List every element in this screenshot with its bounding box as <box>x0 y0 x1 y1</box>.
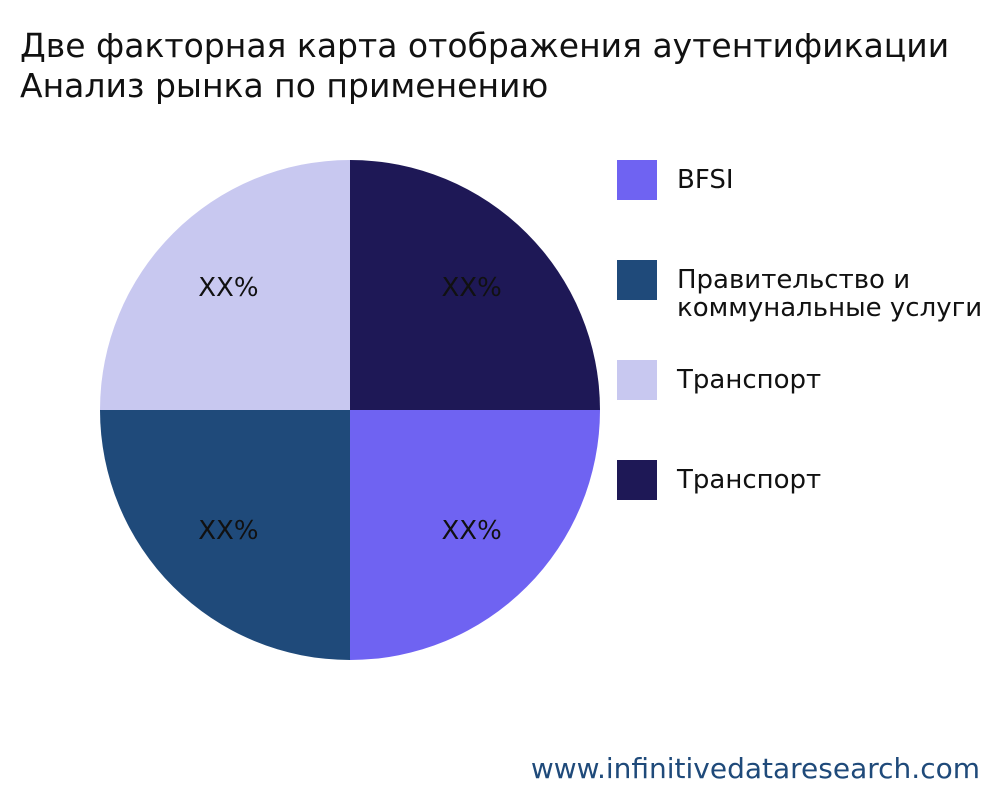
legend-label: Транспорт <box>677 365 822 395</box>
pie-slice <box>350 410 600 660</box>
legend-item: BFSI <box>617 160 1000 200</box>
pie-slice <box>100 410 350 660</box>
value-label: XX% <box>441 273 501 303</box>
value-label: XX% <box>441 516 501 546</box>
legend-label: Транспорт <box>677 465 822 495</box>
pie-slice <box>100 160 350 410</box>
legend-swatch <box>617 160 657 200</box>
value-label: XX% <box>198 516 258 546</box>
legend-swatch <box>617 360 657 400</box>
pie-slice <box>350 160 600 410</box>
legend-label: BFSI <box>677 165 734 195</box>
legend-label: Правительство и коммунальные услуги <box>677 265 983 323</box>
chart-title: Две факторная карта отображения аутентиф… <box>20 26 950 105</box>
legend-swatch <box>617 460 657 500</box>
legend-item: Транспорт <box>617 360 1000 400</box>
legend-item: Транспорт <box>617 460 1000 500</box>
legend-swatch <box>617 260 657 300</box>
legend-item: Правительство и коммунальные услуги <box>617 260 1000 322</box>
value-label: XX% <box>198 273 258 303</box>
watermark: www.infinitivedataresearch.com <box>530 752 980 785</box>
